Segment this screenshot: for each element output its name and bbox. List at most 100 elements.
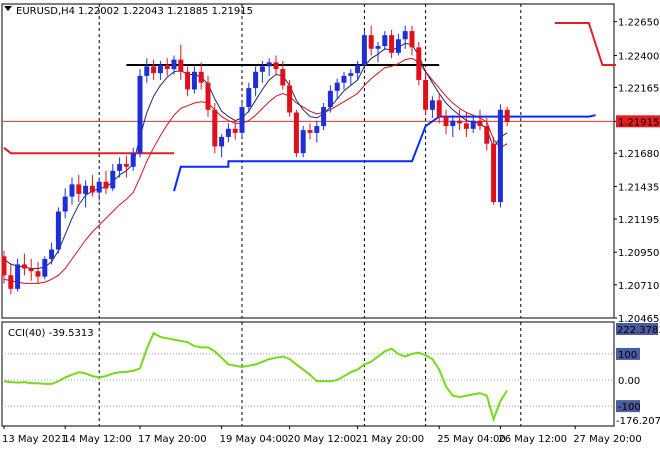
- candle-19: [130, 147, 136, 171]
- date-label-7: 26 May 12:00: [498, 434, 567, 445]
- price-tick-label-5: 1.21435: [618, 182, 659, 193]
- candle-50: [341, 71, 347, 90]
- candle-58: [395, 33, 401, 56]
- candle-body-49: [334, 82, 340, 91]
- candle-body-15: [103, 181, 109, 189]
- candle-body-59: [402, 31, 408, 40]
- cci-panel-frame: [1, 321, 615, 427]
- main-panel-frame: [1, 3, 615, 319]
- cci-level-badge-0: [616, 347, 640, 360]
- date-label-8: 27 May 20:00: [573, 434, 642, 445]
- candle-body-66: [450, 120, 456, 127]
- candle-body-43: [293, 112, 299, 154]
- candle-body-70: [477, 120, 483, 127]
- chart-symbol: EURUSD,H4: [16, 6, 75, 17]
- candle-body-23: [157, 65, 163, 74]
- candle-body-5: [35, 271, 41, 277]
- chart-frames: [1, 3, 615, 427]
- candle-body-39: [266, 62, 272, 67]
- candle-body-12: [83, 185, 89, 194]
- candle-20: [137, 69, 143, 158]
- candle-body-34: [232, 128, 238, 133]
- candle-51: [348, 69, 354, 86]
- red-step-line-1: [554, 22, 616, 66]
- date-label-0: 13 May 2021: [2, 434, 67, 445]
- candle-27: [185, 66, 191, 97]
- candle-1: [8, 263, 14, 295]
- candle-body-44: [300, 130, 306, 154]
- candle-39: [266, 58, 272, 76]
- candle-body-37: [253, 71, 259, 89]
- candle-35: [239, 103, 245, 137]
- price-tick-label-7: 1.20950: [618, 248, 659, 259]
- cci-level-label-2: -100: [618, 402, 641, 413]
- candle-32: [219, 134, 225, 158]
- candle-0: [1, 250, 7, 284]
- candle-23: [157, 60, 163, 80]
- candle-body-17: [117, 164, 123, 171]
- candle-2: [15, 258, 21, 292]
- cci-bottom-label: -176.2072: [616, 416, 660, 427]
- candle-49: [334, 78, 340, 99]
- candle-body-24: [164, 65, 170, 70]
- candle-46: [314, 120, 320, 143]
- date-label-3: 19 May 04:00: [220, 434, 289, 445]
- candle-4: [28, 258, 34, 281]
- candle-68: [463, 112, 469, 137]
- price-tick-label-0: 1.22650: [618, 18, 659, 29]
- price-tick-label-2: 1.22165: [618, 83, 659, 94]
- candle-42: [287, 79, 293, 117]
- candle-body-61: [416, 47, 422, 80]
- candle-7: [49, 242, 55, 265]
- date-label-5: 21 May 20:00: [356, 434, 425, 445]
- candle-63: [429, 96, 435, 118]
- candle-body-35: [239, 107, 245, 133]
- candle-body-28: [191, 71, 197, 90]
- candle-17: [117, 157, 123, 178]
- candle-12: [83, 180, 89, 208]
- candle-body-64: [436, 100, 442, 117]
- candle-31: [212, 103, 218, 154]
- candle-body-26: [178, 59, 184, 72]
- candle-55: [375, 41, 381, 63]
- price-tick-label-8: 1.20710: [618, 281, 659, 292]
- candle-15: [103, 170, 109, 194]
- candle-body-47: [321, 107, 327, 127]
- axes: 1.22650 1.22400 1.22165 1.21915 1.21680 1.214…: [2, 18, 660, 445]
- candle-48: [327, 85, 333, 113]
- candle-3: [21, 253, 27, 276]
- candle-38: [259, 60, 265, 83]
- candle-body-7: [49, 249, 55, 259]
- candle-body-53: [361, 35, 367, 66]
- candle-body-9: [62, 196, 68, 212]
- candle-body-10: [69, 184, 75, 197]
- candle-61: [416, 41, 422, 86]
- candle-52: [355, 60, 361, 80]
- candle-69: [470, 116, 476, 133]
- last-price-badge: [616, 115, 660, 128]
- candle-41: [280, 60, 286, 90]
- candle-body-58: [395, 39, 401, 53]
- candle-body-50: [341, 75, 347, 83]
- cci-level-badge-2: [616, 400, 640, 413]
- candle-body-48: [327, 90, 333, 108]
- candle-72: [491, 136, 497, 205]
- candle-26: [178, 44, 184, 80]
- candle-65: [443, 109, 449, 135]
- candle-body-32: [219, 136, 225, 147]
- candle-body-69: [470, 120, 476, 129]
- candle-body-31: [212, 109, 218, 147]
- date-label-4: 20 May 12:00: [288, 434, 357, 445]
- cci-panel: [2, 331, 614, 423]
- candle-44: [300, 126, 306, 158]
- candle-62: [423, 71, 429, 116]
- chart-ohlc: 1.22002 1.22043 1.21885 1.21915: [78, 6, 253, 17]
- cci-line: [3, 331, 509, 423]
- candle-body-52: [355, 65, 361, 74]
- candle-body-16: [110, 170, 116, 189]
- candle-34: [232, 120, 238, 140]
- candle-70: [477, 109, 483, 131]
- price-tick-label-1: 1.22400: [618, 52, 659, 63]
- candle-71: [484, 117, 490, 151]
